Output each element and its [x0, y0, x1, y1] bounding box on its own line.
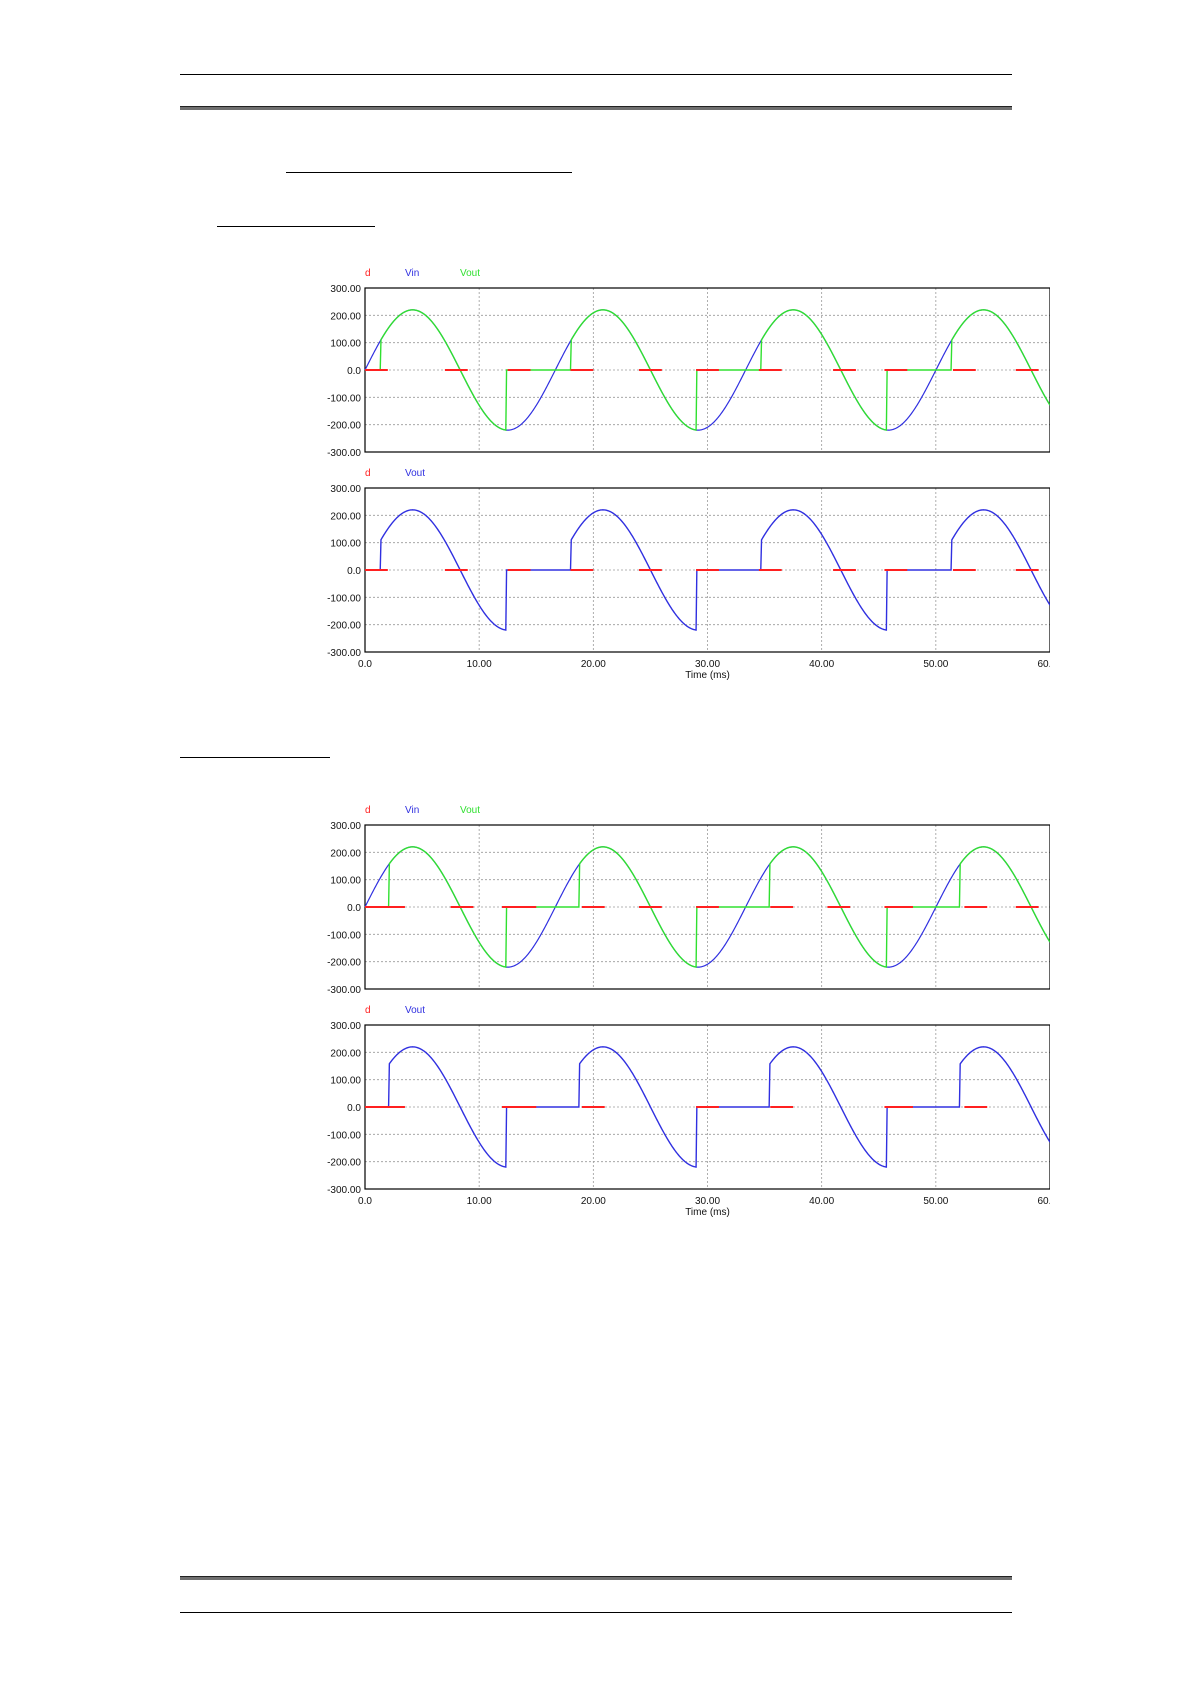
x-tick-label: 50.00 — [923, 659, 948, 670]
y-tick-label: -100.00 — [327, 930, 361, 941]
y-tick-label: 0.0 — [347, 1103, 361, 1114]
x-tick-label: 20.00 — [581, 659, 606, 670]
x-axis-label: Time (ms) — [685, 670, 730, 681]
y-tick-label: -300.00 — [327, 1185, 361, 1196]
chart-4-vout: d Vout 300.00 200.00 100.00 0.0 -100.00 -200.00… — [327, 1005, 1050, 1218]
legend-d: d — [365, 805, 371, 816]
legend-d: d — [365, 268, 371, 279]
chart-3-vin-vout: d Vin Vout 300.00 200.00 100.00 0.0 -100.00 -200… — [327, 805, 1050, 996]
legend-d: d — [365, 468, 371, 479]
x-tick-label: 10.00 — [467, 1196, 492, 1207]
y-tick-label: -100.00 — [327, 593, 361, 604]
y-tick-label: 300.00 — [330, 484, 361, 495]
y-tick-label: 300.00 — [330, 284, 361, 295]
x-tick-label: 0.0 — [358, 1196, 372, 1207]
y-tick-label: 200.00 — [330, 511, 361, 522]
y-tick-label: -300.00 — [327, 985, 361, 996]
x-tick-label: 40.00 — [809, 659, 834, 670]
y-tick-label: 0.0 — [347, 566, 361, 577]
subsection-heading-underline-2 — [180, 757, 330, 758]
y-tick-label: 0.0 — [347, 903, 361, 914]
y-tick-label: 200.00 — [330, 848, 361, 859]
legend-d: d — [365, 1005, 371, 1016]
y-tick-label: 200.00 — [330, 1048, 361, 1059]
y-tick-label: -100.00 — [327, 1130, 361, 1141]
y-tick-label: -300.00 — [327, 448, 361, 459]
x-tick-label: 60.00 — [1037, 1196, 1050, 1207]
header-rule-top — [180, 74, 1012, 75]
x-tick-label: 40.00 — [809, 1196, 834, 1207]
x-tick-label: 30.00 — [695, 1196, 720, 1207]
header-rule-bottom — [180, 106, 1012, 110]
footer-rule-top — [180, 1576, 1012, 1580]
y-tick-label: 200.00 — [330, 311, 361, 322]
figure-1: d Vin Vout 300.00 200.00 100.00 0.0 -100.00 -200… — [327, 268, 1050, 681]
y-tick-label: 100.00 — [330, 339, 361, 350]
legend-vout: Vout — [405, 1005, 425, 1016]
y-tick-label: 300.00 — [330, 1021, 361, 1032]
legend-vin: Vin — [405, 805, 419, 816]
footer-rule-bottom — [180, 1612, 1012, 1613]
y-tick-label: -200.00 — [327, 421, 361, 432]
x-tick-label: 20.00 — [581, 1196, 606, 1207]
figure-2: d Vin Vout 300.00 200.00 100.00 0.0 -100.00 -200… — [327, 805, 1050, 1218]
chart-1-vin-vout: d Vin Vout 300.00 200.00 100.00 0.0 -100.00 -200… — [327, 268, 1050, 459]
x-axis-label: Time (ms) — [685, 1207, 730, 1218]
y-tick-label: -300.00 — [327, 648, 361, 659]
y-tick-label: 100.00 — [330, 876, 361, 887]
y-tick-label: -200.00 — [327, 1158, 361, 1169]
y-tick-label: 100.00 — [330, 539, 361, 550]
x-tick-label: 30.00 — [695, 659, 720, 670]
y-tick-label: 300.00 — [330, 821, 361, 832]
legend-vin: Vin — [405, 268, 419, 279]
legend-vout: Vout — [460, 268, 480, 279]
subsection-heading-underline-1 — [217, 226, 375, 227]
chart-2-vout: d Vout 300.00 200.00 100.00 0.0 -100.00 -200.00… — [327, 468, 1050, 681]
y-tick-label: 0.0 — [347, 366, 361, 377]
legend-vout: Vout — [460, 805, 480, 816]
y-tick-label: -100.00 — [327, 393, 361, 404]
section-heading-underline — [286, 172, 572, 173]
y-tick-label: -200.00 — [327, 621, 361, 632]
x-tick-label: 10.00 — [467, 659, 492, 670]
y-tick-label: 100.00 — [330, 1076, 361, 1087]
x-tick-label: 50.00 — [923, 1196, 948, 1207]
legend-vout: Vout — [405, 468, 425, 479]
y-tick-label: -200.00 — [327, 958, 361, 969]
x-tick-label: 0.0 — [358, 659, 372, 670]
x-tick-label: 60.00 — [1037, 659, 1050, 670]
